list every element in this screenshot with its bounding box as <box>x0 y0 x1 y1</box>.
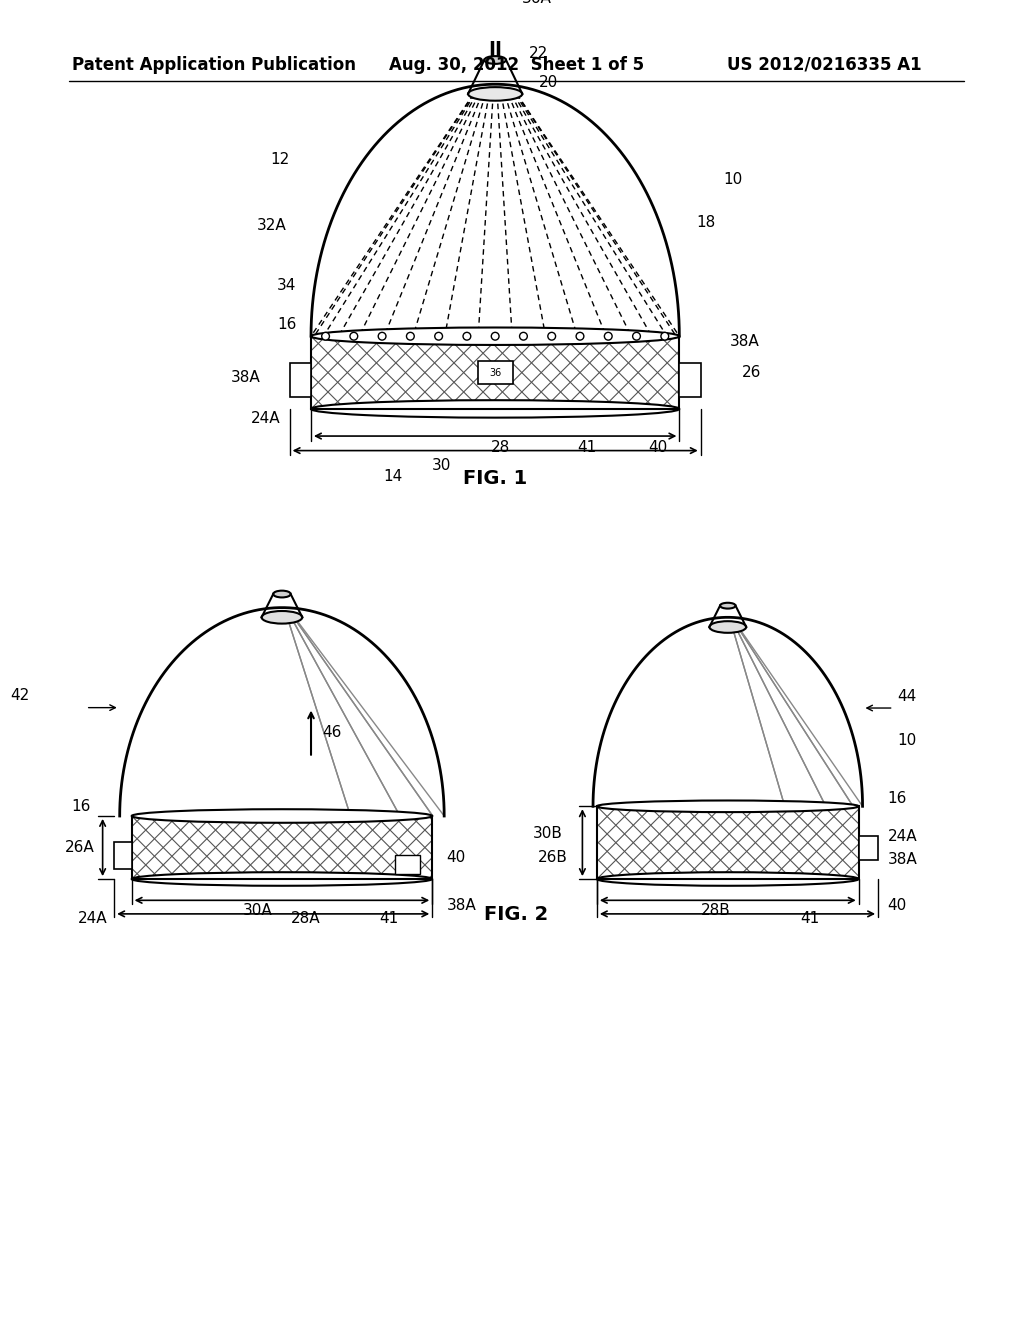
Circle shape <box>435 333 442 341</box>
Ellipse shape <box>597 873 859 886</box>
Text: Aug. 30, 2012  Sheet 1 of 5: Aug. 30, 2012 Sheet 1 of 5 <box>389 55 644 74</box>
Circle shape <box>548 333 556 341</box>
Text: 16: 16 <box>72 799 91 814</box>
Text: 36: 36 <box>489 367 502 378</box>
Text: 30A: 30A <box>243 903 272 917</box>
Text: 28: 28 <box>490 440 510 455</box>
Text: 24A: 24A <box>251 411 280 426</box>
Text: 20: 20 <box>539 75 558 90</box>
Text: 16: 16 <box>888 791 907 807</box>
Text: 42: 42 <box>10 688 30 702</box>
Text: 30B: 30B <box>534 826 563 841</box>
Text: 24A: 24A <box>78 911 108 927</box>
Bar <box>290 363 311 397</box>
Text: 41: 41 <box>379 911 398 927</box>
Text: 14: 14 <box>384 470 403 484</box>
Text: 40: 40 <box>888 898 907 912</box>
Ellipse shape <box>468 87 522 100</box>
Text: 32A: 32A <box>257 218 287 232</box>
Text: 18: 18 <box>696 215 716 230</box>
Circle shape <box>378 333 386 341</box>
Ellipse shape <box>132 809 432 822</box>
Text: 44: 44 <box>897 689 916 704</box>
Text: 10: 10 <box>897 733 916 747</box>
Ellipse shape <box>710 622 746 632</box>
Bar <box>478 360 513 384</box>
Circle shape <box>322 333 330 341</box>
Text: 26B: 26B <box>538 850 568 865</box>
Text: 34: 34 <box>278 279 297 293</box>
Text: 24A: 24A <box>888 829 918 845</box>
Text: 38A: 38A <box>446 898 476 912</box>
Ellipse shape <box>273 590 291 598</box>
Ellipse shape <box>311 400 679 417</box>
Circle shape <box>350 333 357 341</box>
Text: 40: 40 <box>446 850 466 865</box>
Polygon shape <box>593 618 862 807</box>
Text: 28A: 28A <box>292 911 321 927</box>
Text: 41: 41 <box>801 911 820 927</box>
Text: US 2012/0216335 A1: US 2012/0216335 A1 <box>727 55 922 74</box>
Circle shape <box>407 333 415 341</box>
Text: 10: 10 <box>723 173 742 187</box>
Text: Patent Application Publication: Patent Application Publication <box>72 55 356 74</box>
Circle shape <box>463 333 471 341</box>
Text: FIG. 2: FIG. 2 <box>484 906 549 924</box>
Bar <box>132 816 432 879</box>
Text: 41: 41 <box>578 440 597 455</box>
Polygon shape <box>120 607 444 816</box>
Circle shape <box>660 333 669 341</box>
Circle shape <box>492 333 499 341</box>
Text: 12: 12 <box>270 152 290 168</box>
Text: 46: 46 <box>323 725 342 741</box>
Bar <box>395 855 420 874</box>
Bar <box>597 807 859 879</box>
Text: 38A: 38A <box>888 853 918 867</box>
Ellipse shape <box>597 800 859 812</box>
Text: 38A: 38A <box>230 371 261 385</box>
Text: 36A: 36A <box>522 0 552 7</box>
Text: 26: 26 <box>742 366 762 380</box>
Bar <box>311 337 679 409</box>
Text: 28B: 28B <box>701 903 731 917</box>
Text: 30: 30 <box>432 458 452 473</box>
Circle shape <box>604 333 612 341</box>
Text: 16: 16 <box>278 317 297 333</box>
Polygon shape <box>311 84 679 337</box>
Bar <box>311 337 679 409</box>
Circle shape <box>577 333 584 341</box>
Circle shape <box>633 333 640 341</box>
Ellipse shape <box>132 873 432 886</box>
Text: 22: 22 <box>529 46 548 61</box>
Bar <box>132 816 432 879</box>
Text: 26A: 26A <box>66 840 95 855</box>
Ellipse shape <box>720 603 735 609</box>
Ellipse shape <box>311 327 679 345</box>
Bar <box>679 363 700 397</box>
Bar <box>597 807 859 879</box>
Bar <box>115 842 132 870</box>
Bar <box>859 837 878 859</box>
Circle shape <box>519 333 527 341</box>
Ellipse shape <box>484 57 506 63</box>
Text: 40: 40 <box>648 440 668 455</box>
Bar <box>488 13 502 21</box>
Text: FIG. 1: FIG. 1 <box>463 469 527 488</box>
Text: 38A: 38A <box>730 334 760 348</box>
Ellipse shape <box>261 611 302 623</box>
